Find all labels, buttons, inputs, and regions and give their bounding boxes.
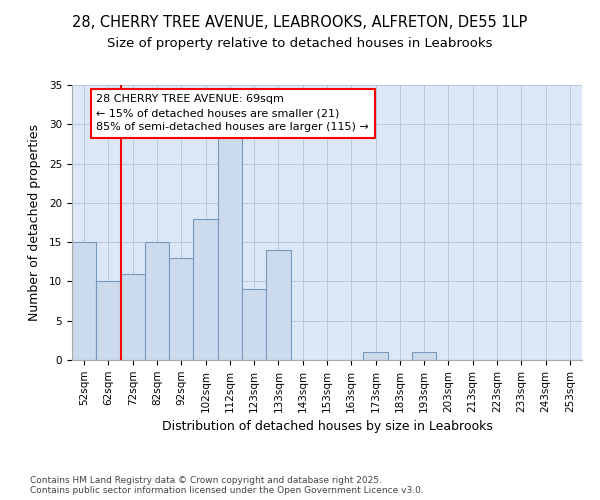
Bar (121, 274, 145, 360)
Text: 28, CHERRY TREE AVENUE, LEABROOKS, ALFRETON, DE55 1LP: 28, CHERRY TREE AVENUE, LEABROOKS, ALFRE… (73, 15, 527, 30)
Bar (266, 250, 290, 360)
Bar (145, 242, 169, 360)
Bar (193, 218, 218, 360)
Bar (242, 290, 266, 360)
Text: 28 CHERRY TREE AVENUE: 69sqm
← 15% of detached houses are smaller (21)
85% of se: 28 CHERRY TREE AVENUE: 69sqm ← 15% of de… (96, 94, 369, 132)
Bar (169, 258, 193, 360)
Text: Size of property relative to detached houses in Leabrooks: Size of property relative to detached ho… (107, 38, 493, 51)
Bar (218, 132, 242, 360)
Bar (72, 242, 96, 360)
Y-axis label: Number of detached properties: Number of detached properties (28, 124, 41, 321)
Bar (96, 282, 121, 360)
Text: Contains HM Land Registry data © Crown copyright and database right 2025.
Contai: Contains HM Land Registry data © Crown c… (30, 476, 424, 495)
X-axis label: Distribution of detached houses by size in Leabrooks: Distribution of detached houses by size … (161, 420, 493, 433)
Bar (412, 352, 436, 360)
Bar (364, 352, 388, 360)
